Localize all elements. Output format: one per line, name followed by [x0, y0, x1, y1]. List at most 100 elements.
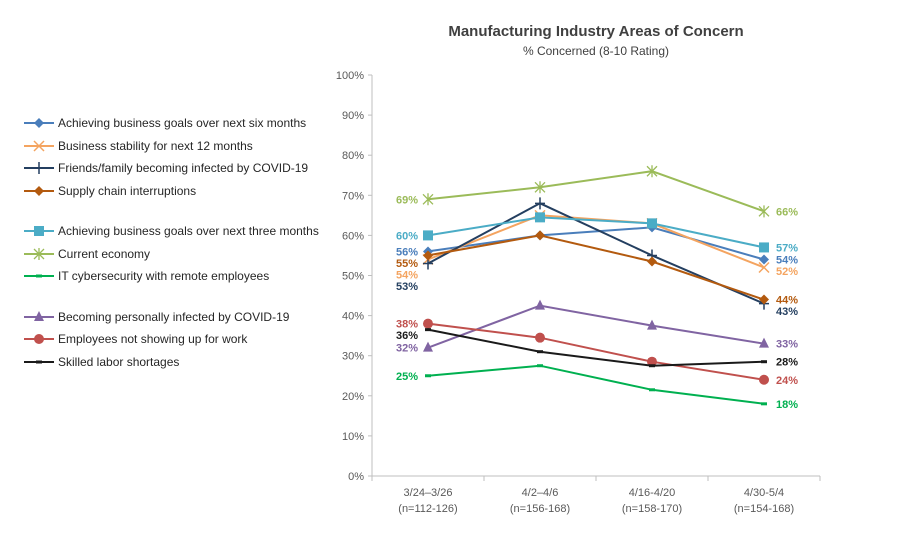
- series-line: [427, 234, 765, 301]
- legend-label: Friends/family becoming infected by COVI…: [58, 161, 309, 176]
- triangle-marker: [647, 319, 657, 330]
- series-5: [422, 165, 770, 218]
- legend-item: IT cybersecurity with remote employees: [24, 265, 354, 288]
- x-marker: [758, 261, 770, 274]
- circle-marker: [535, 332, 545, 343]
- legend-item: Friends/family becoming infected by COVI…: [24, 157, 354, 180]
- series-3: [423, 230, 769, 305]
- series-line: [427, 322, 765, 381]
- plus-marker: [535, 197, 545, 210]
- x-marker: [33, 140, 45, 152]
- series-6: [425, 364, 767, 406]
- data-label: 44%: [776, 295, 798, 307]
- diamond-marker: [535, 230, 545, 241]
- legend-item: Business stability for next 12 months: [24, 135, 354, 158]
- data-label: 53%: [396, 281, 418, 293]
- chart-subtitle: % Concerned (8-10 Rating): [522, 44, 670, 58]
- y-tick-label: 80%: [342, 150, 364, 162]
- diamond-marker: [759, 294, 769, 305]
- legend-swatch: [24, 185, 54, 196]
- data-label: 38%: [396, 319, 418, 331]
- diamond-marker: [647, 256, 657, 267]
- triangle-marker: [423, 341, 433, 352]
- y-tick-label: 0%: [348, 471, 364, 483]
- y-tick-label: 30%: [342, 351, 364, 363]
- data-label: 24%: [776, 375, 798, 387]
- circle-marker: [759, 374, 769, 385]
- legend-item: Achieving business goals over next six m…: [24, 112, 354, 135]
- data-label: 66%: [776, 206, 798, 218]
- data-label: 32%: [396, 343, 418, 355]
- series-7: [423, 299, 769, 352]
- square-marker: [647, 218, 657, 229]
- legend-item: Employees not showing up for work: [24, 328, 354, 351]
- legend-item: Skilled labor shortages: [24, 351, 354, 374]
- data-label: 54%: [396, 269, 418, 281]
- series-line: [427, 304, 765, 349]
- y-tick-label: 90%: [342, 110, 364, 122]
- series-line: [427, 216, 765, 249]
- y-tick-label: 40%: [342, 311, 364, 323]
- diamond-marker: [34, 118, 44, 129]
- asterisk-marker: [534, 181, 546, 194]
- series-9: [425, 328, 767, 368]
- data-label: 54%: [776, 254, 798, 266]
- series-line: [427, 214, 765, 269]
- data-label: 60%: [396, 230, 418, 242]
- x-tick-label: (n=158-170): [622, 503, 682, 515]
- data-label: 33%: [776, 339, 798, 351]
- y-tick-label: 50%: [342, 271, 364, 283]
- legend-swatch: [24, 247, 54, 260]
- y-tick-label: 10%: [342, 431, 364, 443]
- asterisk-marker: [422, 193, 434, 206]
- x-tick-label: 4/16-4/20: [629, 487, 675, 499]
- legend-swatch: [24, 118, 54, 129]
- chart-title: Manufacturing Industry Areas of Concern: [448, 23, 744, 40]
- data-label: 69%: [396, 194, 418, 206]
- legend-label: Becoming personally infected by COVID-19: [58, 309, 290, 324]
- legend-swatch: [24, 334, 54, 345]
- legend-item: Supply chain interruptions: [24, 180, 354, 203]
- circle-marker: [647, 356, 657, 367]
- legend-swatch: [24, 162, 54, 175]
- series-4: [423, 212, 769, 253]
- triangle-marker: [535, 299, 545, 310]
- y-tick-label: 100%: [336, 70, 364, 82]
- data-label: 28%: [776, 357, 798, 369]
- legend-label: Supply chain interruptions: [58, 183, 197, 198]
- legend-label: Achieving business goals over next six m…: [58, 116, 307, 131]
- series-line: [427, 328, 765, 367]
- legend-item: Achieving business goals over next three…: [24, 220, 354, 243]
- square-marker: [423, 230, 433, 241]
- triangle-marker: [34, 310, 44, 321]
- legend-swatch: [24, 360, 54, 364]
- legend: Achieving business goals over next six m…: [24, 112, 354, 373]
- legend-label: IT cybersecurity with remote employees: [58, 269, 270, 284]
- legend-label: Skilled labor shortages: [58, 354, 180, 369]
- legend-item: Becoming personally infected by COVID-19: [24, 306, 354, 329]
- diamond-marker: [759, 254, 769, 265]
- series-line: [427, 226, 765, 261]
- y-tick-label: 60%: [342, 230, 364, 242]
- x-tick-label: 4/2–4/6: [522, 487, 559, 499]
- y-tick-label: 70%: [342, 190, 364, 202]
- legend-swatch: [24, 310, 54, 321]
- x-tick-label: 3/24–3/26: [404, 487, 453, 499]
- data-label: 56%: [396, 246, 418, 258]
- legend-label: Business stability for next 12 months: [58, 138, 253, 153]
- diamond-marker: [423, 250, 433, 261]
- data-label: 43%: [776, 306, 798, 318]
- square-marker: [34, 226, 44, 237]
- series-line: [427, 202, 765, 305]
- x-tick-label: (n=154-168): [734, 503, 794, 515]
- legend-label: Employees not showing up for work: [58, 332, 248, 347]
- diamond-marker: [34, 185, 44, 196]
- data-label: 55%: [396, 258, 418, 270]
- data-label: 52%: [776, 266, 798, 278]
- data-label: 18%: [776, 399, 798, 411]
- x-tick-label: (n=156-168): [510, 503, 570, 515]
- circle-marker: [423, 318, 433, 329]
- series-2: [423, 197, 769, 310]
